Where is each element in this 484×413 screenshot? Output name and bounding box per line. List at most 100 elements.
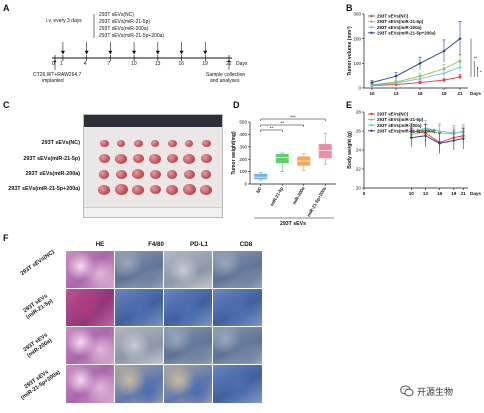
histology-tile-combo-pdl1 xyxy=(163,364,214,404)
tumor-sample xyxy=(182,184,196,196)
tumor-sample xyxy=(115,153,127,164)
photo-label-mir21: 293T sEVs(miR-21-5p) xyxy=(23,156,80,162)
significance-bracket-0 xyxy=(260,129,283,132)
treatment-combo: 293T sEVs(miR-21-5p+200a) xyxy=(99,33,165,39)
legend-marker-0 xyxy=(370,14,373,18)
histology-col-pdl1: PD-L1 xyxy=(190,241,208,248)
data-point-s3-p3 xyxy=(442,49,446,53)
data-point-s2-p2 xyxy=(438,129,442,133)
timeline-tick-label-22: 22 xyxy=(226,61,232,67)
data-point-s3-p4 xyxy=(458,37,462,41)
tumor-sample xyxy=(98,184,110,195)
histology-tile-mir200a-pdl1 xyxy=(163,326,214,366)
histology-row-nc: 293T sEVs(NC) xyxy=(19,249,56,277)
tumor-sample xyxy=(151,140,159,147)
x-tick-label-10: 10 xyxy=(369,91,375,96)
x-tick-label-0: 0 xyxy=(363,191,366,196)
significance-mark-1: ** xyxy=(280,120,284,125)
data-point-s1-p3 xyxy=(442,67,446,71)
photo-scale xyxy=(84,207,222,217)
y-tick-label-300: 300 xyxy=(353,12,361,17)
histology-tile-combo-cd8 xyxy=(212,364,263,404)
schedule-label: i.v. every 3 days xyxy=(46,18,82,24)
legend-marker-2 xyxy=(370,26,373,29)
y-tick-label-500: 500 xyxy=(239,120,247,125)
legend-marker-1 xyxy=(370,118,373,121)
x-axis-label: Days xyxy=(470,191,481,196)
injection-arrowhead-day-1 xyxy=(60,50,65,55)
tumor-photo xyxy=(83,114,223,218)
legend-marker-3 xyxy=(370,31,373,34)
legend-label-3: 293T sEVs(miR-21-5p+200a) xyxy=(377,30,436,35)
x-axis-label: Days xyxy=(470,91,481,96)
tumor-sample xyxy=(99,170,109,179)
y-tick-label-100: 100 xyxy=(239,169,247,174)
histology-tile-nc-pdl1 xyxy=(163,250,214,290)
implant-label-line2: implanted xyxy=(42,78,64,84)
tumor-photo-panel: 293T sEVs(NC) 293T sEVs(miR-21-5p) 293T … xyxy=(0,100,230,225)
tumor-sample xyxy=(115,169,127,179)
y-tick-label-400: 400 xyxy=(239,132,247,137)
injection-arrowhead-day-7 xyxy=(108,50,113,55)
series-line-2 xyxy=(371,66,461,86)
y-tick-label-0: 0 xyxy=(358,86,361,91)
legend-label-2: 293T sEVs(miR-200a) xyxy=(377,25,422,30)
data-point-s2-p2 xyxy=(418,77,422,80)
significance-mark-0: ** xyxy=(474,55,478,60)
watermark-text: 开源生物 xyxy=(417,387,454,397)
tumor-sample xyxy=(183,169,195,179)
y-tick-label-200: 200 xyxy=(353,36,361,41)
panel-letter-a: A xyxy=(3,3,10,13)
histology-tile-mir200a-f480 xyxy=(114,326,165,366)
tumor-sample xyxy=(183,153,195,164)
box-1 xyxy=(275,153,289,164)
treatment-mir21: 293T sEVs(miR-21-5p) xyxy=(99,19,151,25)
y-tick-label-28: 28 xyxy=(356,110,362,115)
tumor-sample xyxy=(200,154,212,164)
tumor-weight-chart: 0 100 200 300 400 500 Tumor weight(mg) NC miR-21… xyxy=(231,114,336,227)
y-tick-label-22: 22 xyxy=(356,167,362,172)
treatment-mir200a: 293T sEVs(miR-200a) xyxy=(99,26,149,32)
watermark: 开源生物 xyxy=(400,383,480,399)
histology-panel: HE F4/80 PD-L1 CD8 293T sEVs(NC) 293T sE… xyxy=(0,233,300,413)
tumor-sample xyxy=(166,154,178,164)
body-weight-chart: 20 22 24 26 28 0 10 13 16 19 21 Days Body weight (g)… xyxy=(347,110,481,196)
significance-bracket-2 xyxy=(260,118,326,121)
significance-mark-2: * xyxy=(480,69,482,74)
photo-label-nc: 293T sEVs(NC) xyxy=(41,140,80,146)
box-0 xyxy=(254,173,268,180)
y-tick-label-300: 300 xyxy=(239,144,247,149)
tumor-sample xyxy=(149,185,161,195)
tumor-sample xyxy=(114,184,128,196)
data-point-s3-p1 xyxy=(394,74,398,78)
timeline-tick-label-7: 7 xyxy=(107,61,111,67)
tumor-sample xyxy=(98,154,110,164)
tumor-sample xyxy=(201,170,211,179)
implant-label-line1: CT26.WT+RAW264.7 xyxy=(33,72,82,78)
x-tick-label-21: 21 xyxy=(461,191,467,196)
tumor-sample xyxy=(132,184,144,195)
tumor-sample xyxy=(167,170,177,179)
y-tick-label-24: 24 xyxy=(356,148,362,153)
timeline-tick-label-16: 16 xyxy=(178,61,185,67)
histology-tile-nc-cd8 xyxy=(212,250,263,290)
wechat-logo-icon xyxy=(400,385,414,397)
x-tick-label-10: 10 xyxy=(409,191,415,196)
tumor-sample xyxy=(133,139,143,148)
tumor-sample xyxy=(166,184,178,195)
treatment-nc: 293T sEVs(NC) xyxy=(99,12,134,18)
data-point-s3-p2 xyxy=(418,61,422,65)
injection-arrowhead-day-4 xyxy=(84,50,89,55)
histology-tile-mir21-cd8 xyxy=(212,288,263,328)
data-point-s3-p3 xyxy=(452,138,456,143)
x-tick-label-16: 16 xyxy=(437,191,443,196)
tumor-sample xyxy=(185,140,193,147)
timeline-tick-label-4: 4 xyxy=(83,61,87,67)
histology-col-he: HE xyxy=(95,241,105,248)
panel-letter-f: F xyxy=(3,233,9,243)
histology-tile-mir200a-cd8 xyxy=(212,326,263,366)
y-tick-label-26: 26 xyxy=(356,129,362,134)
x-tick-label-3: miR-21-5p+200a xyxy=(306,186,327,218)
y-tick-label-0: 0 xyxy=(244,182,247,187)
legend-marker-0 xyxy=(370,112,373,116)
